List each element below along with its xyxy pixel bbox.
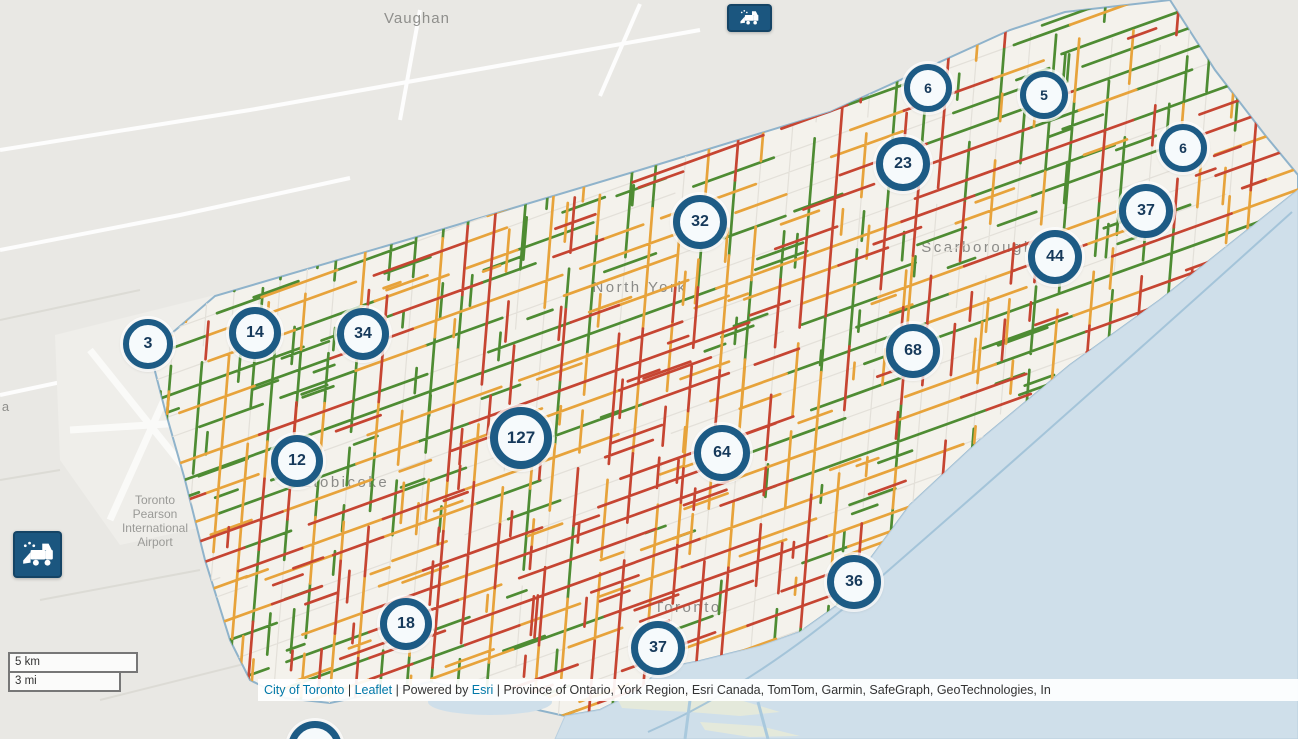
- scale-km: 5 km: [8, 652, 138, 673]
- cluster-count: 44: [1046, 248, 1064, 265]
- plow-control-button[interactable]: [13, 531, 62, 578]
- cluster-marker[interactable]: 12: [271, 435, 323, 487]
- cluster-marker[interactable]: 34: [337, 308, 389, 360]
- cluster-marker[interactable]: 127: [490, 407, 552, 469]
- cluster-marker[interactable]: 14: [229, 307, 281, 359]
- cluster-marker[interactable]: 3: [123, 319, 173, 369]
- cluster-count: 37: [1137, 202, 1155, 219]
- cluster-count: 6: [1179, 140, 1187, 156]
- attribution-text: |: [493, 683, 504, 697]
- cluster-count: 34: [354, 325, 372, 342]
- cluster-marker[interactable]: 64: [694, 425, 750, 481]
- cluster-marker[interactable]: 23: [876, 137, 930, 191]
- attribution-text: |: [344, 683, 355, 697]
- place-labels: Vaughan a TorontoPearsonInternationalAirpo…: [2, 10, 450, 549]
- scale-control: 5 km 3 mi: [8, 652, 138, 692]
- attribution-bar: City of Toronto | Leaflet | Powered by E…: [258, 679, 1298, 701]
- svg-text:a: a: [2, 399, 10, 414]
- cluster-marker[interactable]: 18: [380, 598, 432, 650]
- svg-text:Etobicoke: Etobicoke: [301, 474, 389, 491]
- attribution-link[interactable]: Leaflet: [354, 683, 393, 697]
- cluster-count: 32: [691, 213, 709, 230]
- attribution-link[interactable]: Esri: [471, 683, 494, 697]
- island: [700, 722, 800, 737]
- airport-label: International: [122, 521, 188, 535]
- cluster-count: 37: [649, 639, 667, 656]
- airport-label: Pearson: [133, 507, 178, 521]
- attribution-text: |: [392, 683, 403, 697]
- cluster-count: 6: [924, 80, 932, 96]
- cluster-marker[interactable]: 36: [827, 555, 881, 609]
- airport-label: Airport: [137, 535, 173, 549]
- cluster-count: 68: [904, 342, 922, 359]
- attribution-link[interactable]: City of Toronto: [264, 683, 345, 697]
- cluster-marker[interactable]: 32: [673, 195, 727, 249]
- cluster-count: 64: [713, 444, 731, 461]
- plow-control-button[interactable]: [727, 4, 772, 32]
- lake-ontario: [554, 189, 1298, 739]
- cluster-count: 3: [143, 335, 153, 352]
- cluster-count: 127: [506, 428, 536, 447]
- cluster-marker[interactable]: 6: [904, 64, 952, 112]
- outside-roads: [0, 3, 701, 701]
- attribution-text: Province of Ontario, York Region, Esri C…: [503, 683, 1051, 697]
- cluster-count: 12: [288, 452, 306, 469]
- cluster-marker[interactable]: 68: [886, 324, 940, 378]
- cluster-count: 14: [246, 324, 264, 341]
- cluster-count: 18: [397, 615, 415, 632]
- cluster-count: 5: [1040, 87, 1048, 103]
- airport-label: Toronto: [135, 493, 175, 507]
- cluster-marker[interactable]: 37: [631, 621, 685, 675]
- attribution-text: Powered by: [402, 683, 472, 697]
- snowplow-icon: [22, 541, 53, 566]
- scale-mi: 3 mi: [8, 672, 121, 692]
- svg-text:North York: North York: [592, 279, 687, 296]
- island-channels: [683, 699, 770, 739]
- cluster-marker[interactable]: 5: [1020, 71, 1068, 119]
- cluster-marker[interactable]: 44: [1028, 230, 1082, 284]
- cluster-marker[interactable]: 37: [1119, 184, 1173, 238]
- cluster-count: 23: [894, 155, 912, 172]
- cluster-count: 36: [845, 573, 863, 590]
- svg-text:Vaughan: Vaughan: [384, 10, 450, 27]
- snowplow-icon: [740, 10, 759, 25]
- cluster-marker[interactable]: 6: [1159, 124, 1207, 172]
